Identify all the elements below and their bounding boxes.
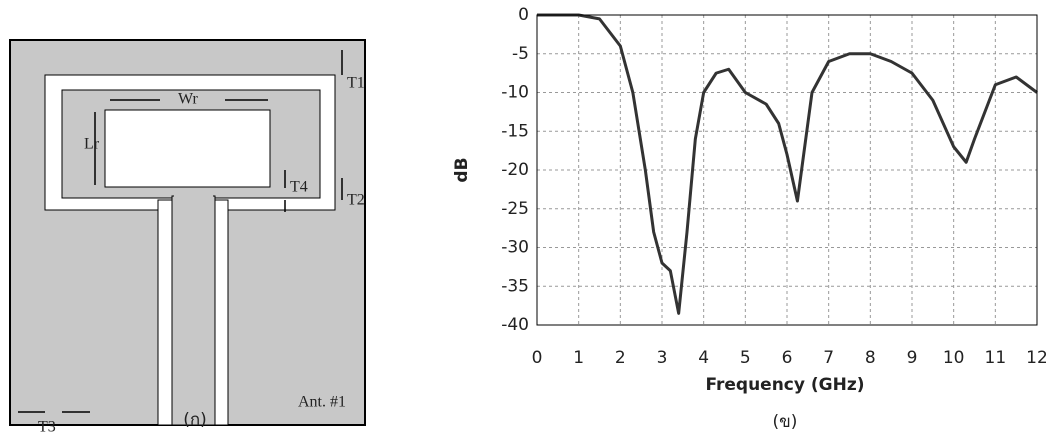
feed-join [174, 190, 213, 202]
dimension-arrows [18, 50, 343, 413]
antenna-diagram: Wr Lr T1 T2 T3 T4 Ant. #1 (ก) [9, 39, 366, 436]
x-tick-label: 12 [1026, 348, 1046, 368]
plot-frame [536, 14, 1038, 326]
x-tick-label: 7 [823, 348, 834, 368]
label-wr: Wr [178, 91, 198, 108]
label-t2: T2 [347, 192, 365, 209]
y-tick-label: -10 [501, 83, 529, 103]
y-tick-label: -20 [501, 160, 529, 180]
y-tick-label: -40 [501, 315, 529, 335]
x-tick-label: 8 [865, 348, 876, 368]
data-line [537, 13, 1038, 315]
x-tick-label: 10 [943, 348, 965, 368]
label-t1: T1 [347, 75, 365, 92]
y-tick-label: -25 [501, 199, 529, 219]
patch-hole [104, 109, 271, 188]
y-axis-title: dB [452, 157, 472, 182]
x-tick-label: 4 [698, 348, 709, 368]
label-t4: T4 [290, 179, 308, 196]
y-tick-label: -35 [501, 276, 529, 296]
x-tick-label: 9 [907, 348, 918, 368]
x-tick-label: 11 [985, 348, 1007, 368]
x-tick-label: 1 [573, 348, 584, 368]
y-tick-label: -30 [501, 238, 529, 258]
label-ant: Ant. #1 [298, 394, 346, 411]
feed-line [171, 195, 216, 426]
x-tick-label: 3 [657, 348, 668, 368]
y-tick-label: -15 [501, 121, 529, 141]
chart-caption: (ข) [773, 412, 798, 432]
x-tick-label: 2 [615, 348, 626, 368]
label-t3: T3 [38, 419, 56, 436]
x-tick-label: 0 [532, 348, 543, 368]
y-tick-label: 0 [518, 5, 529, 25]
x-tick-label: 6 [782, 348, 793, 368]
x-axis-title: Frequency (GHz) [705, 375, 864, 395]
caption: (ก) [183, 410, 207, 430]
y-tick-label: -5 [512, 44, 529, 64]
x-tick-label: 5 [740, 348, 751, 368]
label-lr: Lr [84, 136, 100, 153]
